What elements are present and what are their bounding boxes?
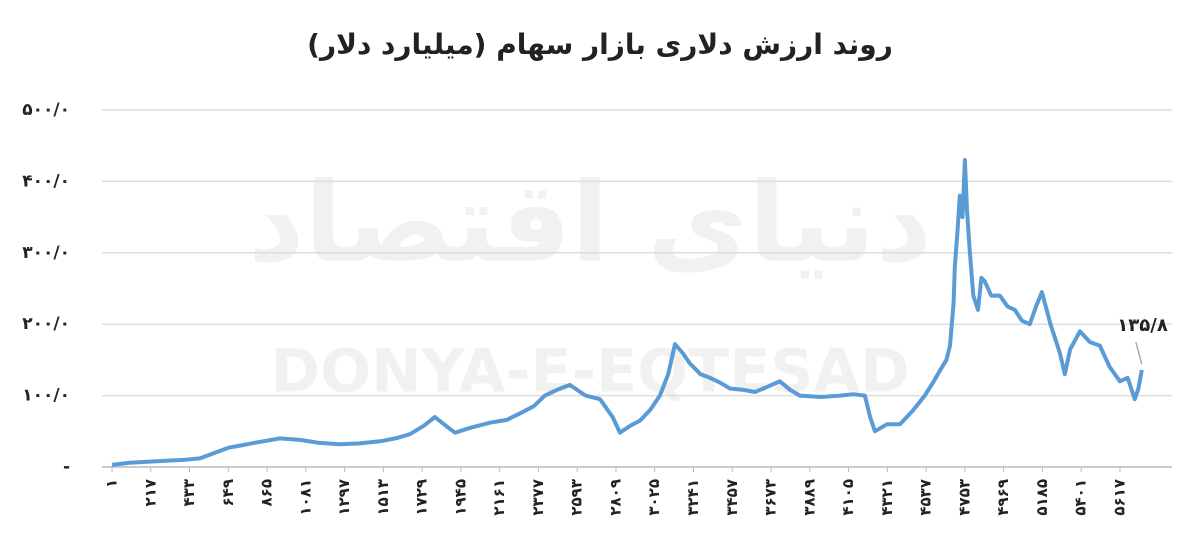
x-tick-label: ۵۱۸۵ (1033, 479, 1051, 516)
x-tick-label: ۴۵۳۷ (917, 479, 935, 516)
x-tick-label: ۳۲۴۱ (684, 479, 702, 516)
x-tick-label: ۳۴۵۷ (723, 479, 741, 516)
chart-title: روند ارزش دلاری بازار سهام (میلیارد دلار… (307, 28, 893, 61)
x-tick-label: ۱۲۹۷ (335, 479, 353, 516)
x-tick-label: ۴۳۳ (180, 479, 198, 506)
y-tick-label: ۱۰۰/۰ (22, 386, 70, 406)
x-tick-label: ۳۰۲۵ (645, 479, 663, 516)
x-tick-label: ۱۷۲۹ (413, 479, 431, 516)
y-tick-label: ۵۰۰/۰ (22, 100, 70, 120)
x-tick-label: ۲۱۶۱ (490, 479, 508, 516)
x-tick-label: ۴۷۵۳ (955, 479, 973, 516)
x-tick-label: ۵۶۱۷ (1110, 479, 1128, 516)
x-tick-label: ۱ (103, 479, 121, 488)
annotation-leader (1135, 341, 1143, 365)
x-tick-label: ۱۵۱۳ (374, 479, 392, 516)
annotation-label: ۱۳۵/۸ (1117, 315, 1168, 336)
y-tick-label: - (63, 457, 70, 477)
x-tick-label: ۳۶۷۳ (762, 479, 780, 516)
x-tick-label: ۵۴۰۱ (1072, 479, 1090, 516)
x-tick-label: ۲۳۷۷ (529, 479, 547, 516)
x-tick-label: ۱۰۸۱ (296, 479, 314, 516)
x-tick-label: ۴۱۰۵ (839, 479, 857, 516)
x-tick-label: ۸۶۵ (258, 479, 276, 506)
y-tick-label: ۴۰۰/۰ (22, 171, 70, 191)
y-tick-label: ۲۰۰/۰ (22, 314, 70, 334)
x-tick-label: ۴۳۲۱ (878, 479, 896, 516)
x-tick-label: ۳۸۸۹ (800, 479, 818, 516)
x-tick-label: ۶۴۹ (219, 479, 237, 506)
x-tick-label: ۲۸۰۹ (606, 479, 624, 516)
line (111, 158, 1144, 467)
x-tick-label: ۴۹۶۹ (994, 479, 1012, 516)
watermark-logo: دنیای اقتصاد (248, 158, 932, 286)
x-tick-label: ۱۹۴۵ (451, 479, 469, 516)
x-tick-label: ۲۱۷ (141, 479, 159, 506)
y-tick-label: ۳۰۰/۰ (22, 243, 70, 263)
x-tick-label: ۲۵۹۳ (568, 479, 586, 516)
